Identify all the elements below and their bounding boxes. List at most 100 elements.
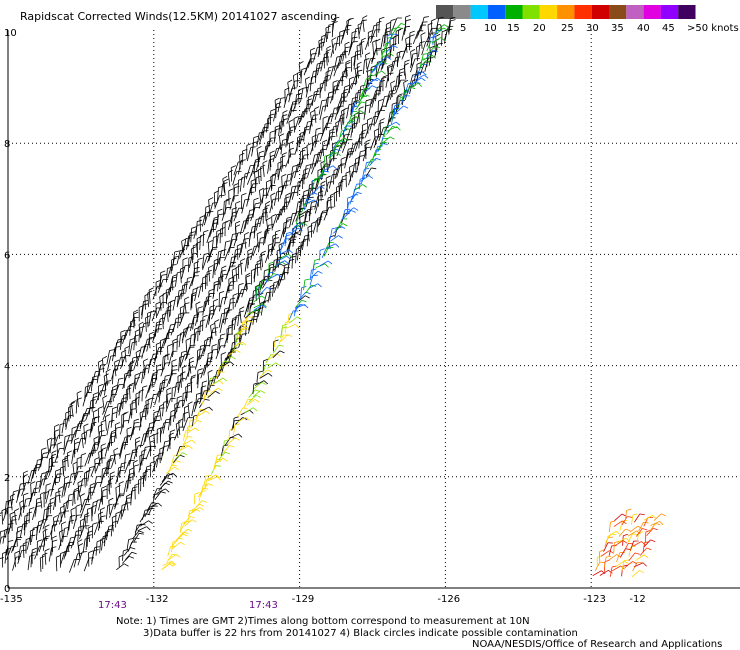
wind-barb bbox=[199, 406, 210, 412]
wind-barb-flag bbox=[96, 539, 102, 543]
wind-barb bbox=[374, 146, 379, 157]
wind-barb bbox=[275, 260, 285, 267]
wind-barb-flag bbox=[397, 93, 403, 96]
wind-barb-flag bbox=[149, 331, 154, 335]
wind-barb bbox=[75, 421, 81, 435]
wind-barb-flag bbox=[71, 400, 76, 404]
wind-barb-flag bbox=[349, 164, 354, 168]
wind-barb bbox=[142, 470, 147, 484]
wind-barb bbox=[375, 64, 381, 78]
wind-barb bbox=[253, 303, 263, 309]
legend-label: 10 bbox=[484, 23, 497, 34]
wind-barb-flag bbox=[185, 337, 191, 341]
wind-barb bbox=[163, 332, 168, 347]
wind-barb bbox=[76, 438, 82, 453]
wind-barb bbox=[51, 452, 54, 467]
wind-barb bbox=[227, 349, 237, 357]
wind-barb bbox=[287, 257, 291, 272]
wind-barb-flag bbox=[622, 540, 628, 544]
wind-barb bbox=[359, 86, 362, 101]
wind-barb bbox=[199, 390, 205, 405]
wind-barb bbox=[245, 277, 247, 292]
wind-barb bbox=[241, 283, 247, 298]
wind-barb-flag bbox=[435, 45, 441, 49]
legend-swatch bbox=[522, 5, 540, 19]
wind-barb-flag bbox=[412, 74, 418, 76]
wind-barb-flag bbox=[626, 508, 632, 511]
wind-barb bbox=[345, 62, 348, 77]
wind-barb bbox=[205, 314, 210, 328]
wind-barb bbox=[152, 416, 156, 431]
wind-barb bbox=[277, 206, 284, 220]
wind-barb-flag bbox=[266, 217, 272, 221]
wind-barb bbox=[364, 145, 367, 160]
wind-barb bbox=[308, 188, 312, 199]
wind-barb bbox=[270, 195, 273, 210]
wind-barb bbox=[264, 249, 271, 263]
wind-barb bbox=[15, 527, 19, 542]
wind-barb-flag bbox=[389, 136, 395, 140]
wind-barb bbox=[383, 43, 387, 54]
wind-barb-flag bbox=[443, 27, 449, 31]
wind-barb bbox=[223, 241, 226, 256]
wind-barb bbox=[179, 352, 183, 367]
wind-barb bbox=[363, 59, 365, 75]
wind-barb bbox=[271, 216, 273, 231]
wind-barb-flag bbox=[163, 421, 169, 424]
wind-barb bbox=[185, 387, 187, 402]
wind-barb bbox=[277, 98, 282, 113]
legend-label: 30 bbox=[586, 23, 599, 34]
wind-barb bbox=[135, 352, 139, 367]
wind-barb bbox=[237, 417, 247, 423]
wind-barb-flag bbox=[372, 39, 378, 43]
wind-barb-flag bbox=[231, 356, 236, 360]
wind-barb-flag bbox=[229, 445, 235, 448]
wind-barb bbox=[416, 47, 419, 62]
wind-barb bbox=[649, 523, 656, 532]
wind-barb bbox=[259, 281, 262, 292]
wind-barb-flag bbox=[98, 359, 103, 363]
wind-barb-flag bbox=[274, 258, 280, 261]
wind-barb-flag bbox=[121, 503, 127, 506]
wind-barb-flag bbox=[275, 335, 281, 338]
wind-barb bbox=[434, 41, 437, 56]
wind-barb bbox=[172, 541, 181, 549]
wind-barb-flag bbox=[297, 179, 303, 183]
wind-barb-flag bbox=[219, 371, 225, 373]
wind-barb bbox=[34, 481, 38, 496]
wind-barb-flag bbox=[132, 451, 138, 453]
wind-barb-flag bbox=[270, 154, 276, 157]
wind-barb-flag bbox=[314, 153, 320, 156]
wind-barb-flag bbox=[308, 82, 315, 85]
wind-barb-flag bbox=[614, 540, 620, 543]
wind-barb bbox=[292, 75, 296, 90]
wind-barb bbox=[224, 199, 227, 214]
wind-barb bbox=[379, 120, 382, 135]
wind-barb bbox=[181, 241, 184, 256]
x-tick-label: -135 bbox=[0, 594, 23, 605]
wind-barb bbox=[132, 378, 136, 393]
wind-barb-flag bbox=[224, 199, 230, 202]
wind-barb bbox=[316, 149, 322, 164]
wind-barb-flag bbox=[284, 260, 289, 265]
wind-barb bbox=[274, 257, 278, 272]
wind-barb-flag bbox=[133, 459, 138, 463]
wind-barb-flag bbox=[237, 243, 242, 247]
wind-barb bbox=[650, 520, 660, 527]
wind-barb bbox=[221, 445, 224, 456]
wind-barb-flag bbox=[403, 79, 409, 83]
wind-barb bbox=[348, 116, 356, 125]
wind-barb-flag bbox=[266, 291, 272, 294]
wind-barb bbox=[18, 506, 23, 521]
legend-swatch bbox=[643, 5, 661, 19]
wind-barb bbox=[98, 496, 102, 511]
wind-barb-flag bbox=[54, 424, 60, 427]
wind-barb bbox=[77, 527, 80, 542]
wind-barb-flag bbox=[166, 387, 172, 391]
wind-barb-flag bbox=[324, 263, 329, 268]
wind-barb bbox=[48, 547, 52, 562]
wind-barb-flag bbox=[267, 369, 273, 373]
wind-barb bbox=[182, 439, 192, 446]
wind-barb bbox=[391, 57, 397, 72]
wind-barb bbox=[200, 387, 202, 402]
